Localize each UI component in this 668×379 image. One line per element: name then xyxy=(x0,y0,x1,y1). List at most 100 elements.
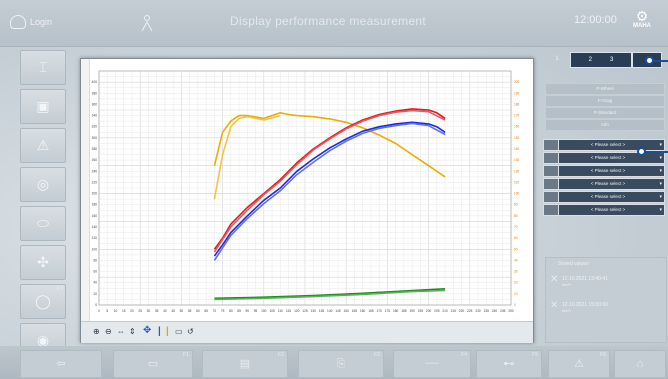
y-tick-label: 180 xyxy=(92,203,98,207)
pan-icon[interactable]: ✥ xyxy=(143,325,152,336)
cursor-icon[interactable]: ┃ xyxy=(157,327,162,336)
x-tick-label: 20 xyxy=(130,309,134,313)
y2-tick-label: 160 xyxy=(514,125,520,129)
y-tick-label: 120 xyxy=(92,236,98,240)
x-tick-label: 120 xyxy=(294,309,300,313)
zoom-x-icon[interactable]: ⇔ xyxy=(117,327,125,336)
x-tick-label: 105 xyxy=(269,309,275,313)
x-tick-label: 10 xyxy=(114,309,118,313)
channel-select-4[interactable]: < Please select > ▾ xyxy=(543,178,665,190)
sidebar: ⌶ ▣ ⚠ ◎ ⬭ ✣ ◯ F7 ◉ xyxy=(14,50,66,362)
chart-scroll-strip[interactable] xyxy=(81,59,90,321)
oil-icon: ◉ xyxy=(36,332,50,348)
p-standard-button[interactable]: P-Standard xyxy=(545,107,665,119)
y-tick-label: 380 xyxy=(92,91,98,95)
list-item[interactable]: ✕ 12.10.2021 15:00:00 km/h xyxy=(550,300,608,313)
f1-button[interactable]: ▭ F1 xyxy=(113,350,193,378)
tab-1[interactable]: 1 xyxy=(555,56,559,62)
right-panel: 1 23 4 P-Wheel P-Drag P-Standard Info < … xyxy=(540,46,668,346)
home-button[interactable]: ⌂ xyxy=(614,350,666,378)
y2-tick-label: 180 xyxy=(514,102,520,106)
x-tick-label: 115 xyxy=(286,309,291,313)
home-icon: ⌂ xyxy=(636,358,644,370)
series-line xyxy=(213,112,446,178)
back-button[interactable]: ⇦ xyxy=(20,350,102,378)
sidebar-button-vehicle[interactable]: ⬭ xyxy=(20,206,66,241)
x-tick-label: 40 xyxy=(163,309,167,313)
callout-marker xyxy=(637,147,646,156)
x-tick-label: 70 xyxy=(213,309,217,313)
zoom-y-icon[interactable]: ⇕ xyxy=(129,327,136,336)
reset-icon[interactable]: ↺ xyxy=(187,327,194,336)
x-tick-label: 220 xyxy=(459,309,465,313)
vehicle-button[interactable]: ⊷ F5 xyxy=(476,350,542,378)
sidebar-button-fan[interactable]: ✣ xyxy=(20,245,66,280)
y-tick-label: 220 xyxy=(92,180,98,184)
p-wheel-button[interactable]: P-Wheel xyxy=(545,83,665,95)
save-button[interactable]: ▤ F2 xyxy=(202,350,288,378)
chevron-down-icon: ▾ xyxy=(659,207,662,213)
info-button[interactable]: Info xyxy=(545,119,665,131)
x-tick-label: 165 xyxy=(368,309,374,313)
list-item[interactable]: ✕ 12.10.2021 13:40:41 km/h xyxy=(550,274,608,287)
x-tick-label: 140 xyxy=(327,309,333,313)
chevron-down-icon: ▾ xyxy=(659,142,662,148)
series-line xyxy=(214,288,446,300)
zoom-out-icon[interactable]: ⊖ xyxy=(105,327,112,336)
channel-select-1[interactable]: < Please select > ▾ xyxy=(543,139,665,151)
y2-tick-label: 130 xyxy=(514,158,520,162)
performance-chart[interactable]: 0 5 10 15 20 25 30 35 40 45 50 55 60 65 70 75 80 85 90 95 10… xyxy=(81,59,533,321)
x-tick-label: 5 xyxy=(106,309,108,313)
y2-tick-label: 30 xyxy=(514,270,518,274)
close-icon[interactable]: ✕ xyxy=(550,274,559,285)
screen-icon: ▭ xyxy=(147,358,159,370)
sidebar-button-warning[interactable]: ⚠ xyxy=(20,128,66,163)
x-tick-label: 95 xyxy=(254,309,258,313)
channel-select-5[interactable]: < Please select > ▾ xyxy=(543,191,665,203)
save-icon: ▤ xyxy=(239,358,251,370)
sidebar-button-test[interactable]: ▣ xyxy=(20,89,66,124)
sidebar-button-roller[interactable]: ◯ F7 xyxy=(20,284,66,319)
warning-button[interactable]: ⚠ F6 xyxy=(548,350,610,378)
channel-select-3[interactable]: < Please select > ▾ xyxy=(543,165,665,177)
y-tick-label: 60 xyxy=(93,270,97,274)
series-line xyxy=(213,114,281,200)
y-tick-label: 100 xyxy=(92,247,98,251)
chart-toolbar: ⊕ ⊖ ⇔ ⇕ ✥ ┃ ┃ ▭ ↺ xyxy=(81,321,533,343)
stored-values-panel: Stored values ✕ 12.10.2021 13:40:41 km/h… xyxy=(545,257,667,343)
x-tick-label: 230 xyxy=(475,309,481,313)
x-tick-label: 195 xyxy=(418,309,424,313)
channel-select-6[interactable]: < Please select > ▾ xyxy=(543,204,665,216)
x-tick-label: 15 xyxy=(122,309,126,313)
print-icon[interactable]: ▭ xyxy=(175,327,183,336)
p-drag-button[interactable]: P-Drag xyxy=(545,95,665,107)
y-tick-label: 160 xyxy=(92,214,98,218)
settings-button[interactable]: ⚙ MAHA xyxy=(622,8,662,38)
channel-select-2[interactable]: < Please select > ▾ xyxy=(543,152,665,164)
sidebar-button-lift[interactable]: ⌶ xyxy=(20,50,66,85)
ruler-icon: ┄┄ xyxy=(425,358,439,370)
y-tick-label: 80 xyxy=(93,258,97,262)
print-button[interactable]: ⎘ F3 xyxy=(298,350,384,378)
y-tick-label: 200 xyxy=(92,192,98,196)
marker-icon[interactable]: ┃ xyxy=(165,327,170,336)
x-tick-label: 150 xyxy=(344,309,350,313)
measure-button[interactable]: ┄┄ F4 xyxy=(393,350,471,378)
sidebar-button-gauge[interactable]: ◎ xyxy=(20,167,66,202)
zoom-in-icon[interactable]: ⊕ xyxy=(93,327,100,336)
fan-icon: ✣ xyxy=(37,254,49,270)
warning-icon: ⚠ xyxy=(36,137,50,153)
login-button[interactable]: Login xyxy=(10,15,52,29)
warning-icon: ⚠ xyxy=(574,358,584,370)
y-tick-label: 280 xyxy=(92,147,98,151)
callout-line xyxy=(645,151,668,153)
y2-tick-label: 10 xyxy=(514,292,518,296)
x-tick-label: 50 xyxy=(180,309,184,313)
y2-tick-label: 40 xyxy=(514,258,518,262)
callout-line xyxy=(650,60,668,62)
close-icon[interactable]: ✕ xyxy=(550,300,559,311)
x-tick-label: 235 xyxy=(484,309,490,313)
plot-frame xyxy=(98,70,512,306)
y-tick-label: 300 xyxy=(92,136,98,140)
